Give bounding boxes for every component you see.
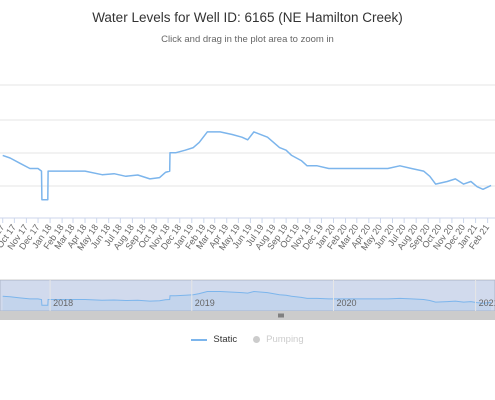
series-static-line [2, 131, 492, 201]
chart-title: Water Levels for Well ID: 6165 (NE Hamil… [92, 10, 403, 25]
navigator-background [0, 279, 495, 312]
legend-item-pumping[interactable]: Pumping [253, 334, 304, 345]
navigator-year-label: 2018 [53, 298, 73, 308]
navigator-series-line [2, 290, 492, 306]
navigator-scrollbar[interactable] [0, 311, 495, 320]
legend-static-label: Static [213, 334, 238, 345]
legend-static-line-icon [191, 338, 208, 341]
legend-item-static[interactable]: Static [191, 334, 237, 345]
navigator-year-label: 2019 [195, 298, 215, 308]
chart-subtitle: Click and drag in the plot area to zoom … [161, 34, 334, 45]
navigator-selected-range [0, 280, 495, 311]
navigator-year-label: 2021 [479, 298, 495, 308]
legend: Static Pumping [0, 334, 495, 345]
legend-pumping-dot-icon [253, 336, 261, 343]
navigator-year-label: 2020 [336, 298, 356, 308]
legend-pumping-label: Pumping [266, 334, 304, 345]
navigator-series-area [2, 291, 492, 311]
